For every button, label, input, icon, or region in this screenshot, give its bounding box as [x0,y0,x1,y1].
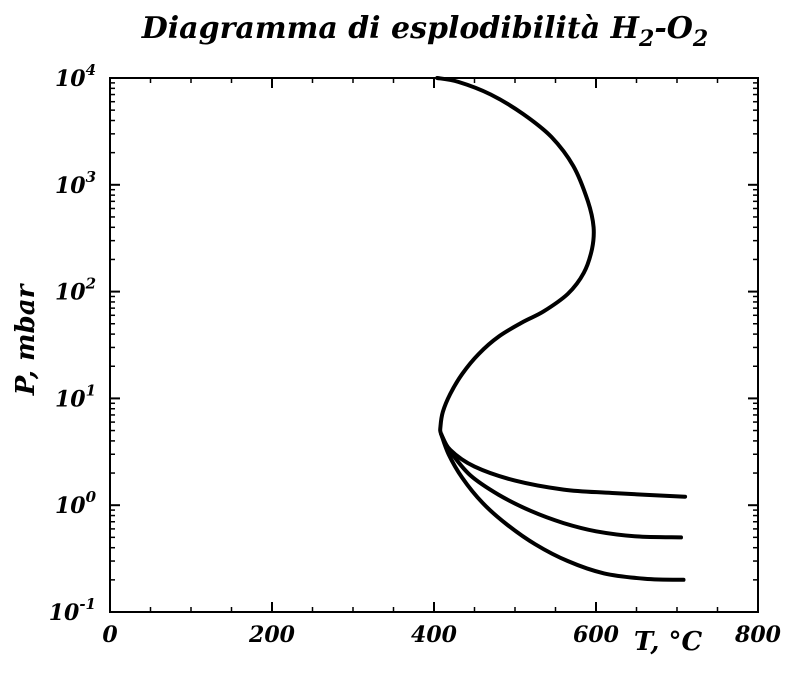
y-tick-label: 103 [55,168,96,199]
x-tick-label: 200 [248,622,296,648]
y-tick-label: 101 [55,381,96,412]
y-tick-label: 100 [55,488,97,519]
x-axis-label: T, °C [634,627,703,657]
x-tick-label: 0 [102,622,118,648]
y-tick-label: 104 [55,61,96,92]
x-tick-label: 400 [411,622,458,648]
series-line-1 [435,76,688,499]
chart-title: Diagramma di esplodibilità H2-O2 [141,11,708,52]
plot-frame [109,77,759,613]
series-line-2 [439,432,683,540]
x-tick-label: 600 [573,622,620,648]
y-axis-label: P, mbar [11,282,41,396]
x-tick-label: 800 [734,622,782,648]
series-line-3 [439,432,686,582]
y-tick-label: 102 [55,275,96,306]
y-tick-label: 10-1 [49,595,96,626]
